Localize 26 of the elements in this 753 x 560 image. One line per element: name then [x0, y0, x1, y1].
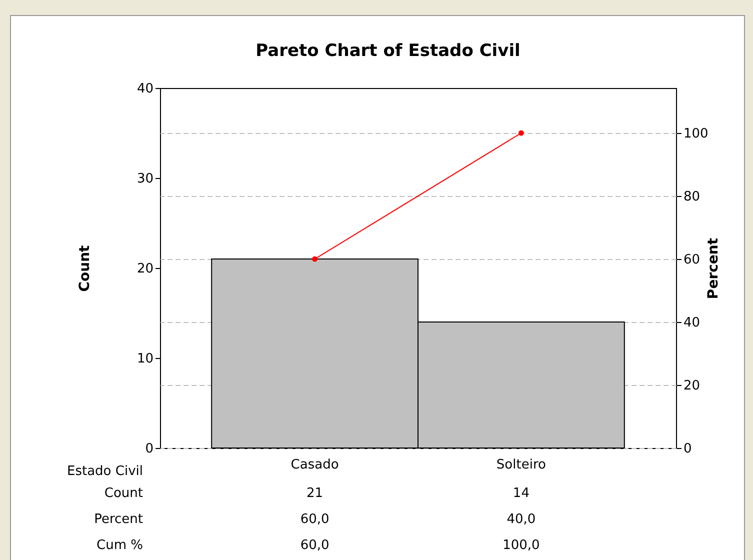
y-tick-label: 10 [136, 352, 154, 366]
y-axis-title: Count [76, 244, 93, 292]
y2-tick-label: 60 [684, 252, 700, 268]
data-label: 21 [306, 486, 324, 501]
text: 60,0 [300, 512, 330, 527]
y-tick-label: 40 [136, 82, 154, 96]
x-axis-title: Estado Civil [67, 464, 143, 479]
y-tick-label: 20 [136, 262, 154, 276]
y2-axis-title: Percent [705, 238, 722, 300]
x-tick-label: Casado [290, 458, 339, 472]
text: Percent [94, 512, 143, 527]
y2-tick-label: 40 [684, 316, 700, 331]
text: Count [104, 486, 143, 501]
text: 40,0 [506, 512, 536, 527]
y2-tick-label: 20 [684, 378, 700, 394]
y2-tick-label: 80 [684, 190, 700, 205]
data-label: 60,0 [300, 538, 330, 553]
data-label: 100,0 [502, 538, 540, 553]
x-tick-label: Solteiro [496, 458, 546, 472]
text: Cum % [96, 538, 143, 553]
y2-tick-label: 0 [684, 442, 692, 456]
y-tick-label: 0 [145, 442, 154, 456]
y-tick-label: 30 [136, 172, 154, 186]
y2-tick-label: 100 [684, 126, 708, 142]
chart-title: Pareto Chart of Estado Civil [256, 41, 520, 61]
data-label: 14 [512, 486, 530, 501]
